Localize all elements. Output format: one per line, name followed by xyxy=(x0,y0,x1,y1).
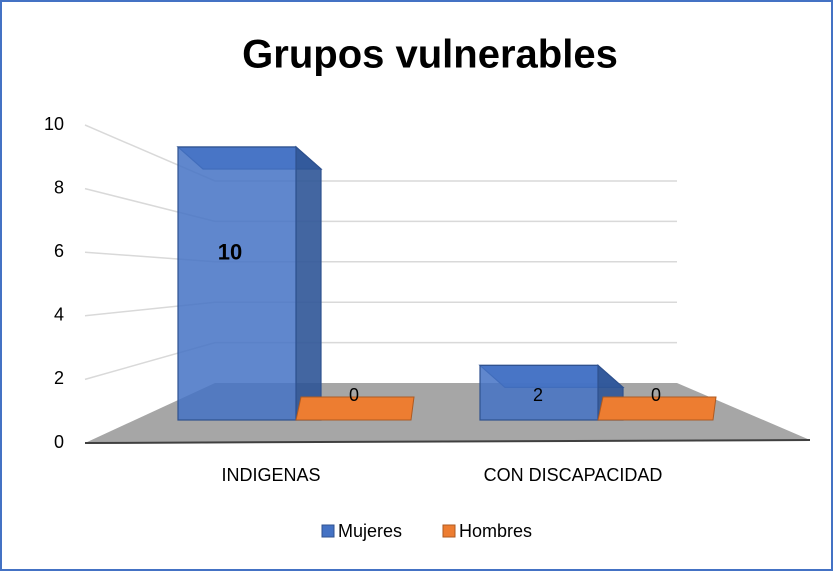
x-axis xyxy=(84,439,811,444)
value-label: 2 xyxy=(533,385,543,405)
y-tick-label: 8 xyxy=(54,177,64,197)
y-tick-label: 6 xyxy=(54,241,64,261)
bar-flat xyxy=(597,396,717,421)
y-tick-label: 4 xyxy=(54,305,64,325)
bar-front xyxy=(177,146,297,421)
legend-label: Hombres xyxy=(459,521,532,541)
value-label: 0 xyxy=(651,385,661,405)
bar xyxy=(295,396,415,421)
x-tick-label: INDIGENAS xyxy=(221,465,320,485)
bar-side xyxy=(295,145,322,421)
bar-front xyxy=(479,364,599,421)
x-tick-label: CON DISCAPACIDAD xyxy=(484,465,663,485)
bar-flat xyxy=(295,396,415,421)
y-tick-label: 2 xyxy=(54,368,64,388)
legend-swatch xyxy=(321,524,335,538)
legend-label: Mujeres xyxy=(338,521,402,541)
chart-title: Grupos vulnerables xyxy=(242,33,618,77)
legend-swatch xyxy=(442,524,456,538)
y-tick-label: 0 xyxy=(54,432,64,452)
bar xyxy=(597,396,717,421)
value-label: 0 xyxy=(349,385,359,405)
value-label: 10 xyxy=(218,239,242,264)
y-tick-label: 10 xyxy=(44,114,64,134)
bar xyxy=(176,145,323,421)
